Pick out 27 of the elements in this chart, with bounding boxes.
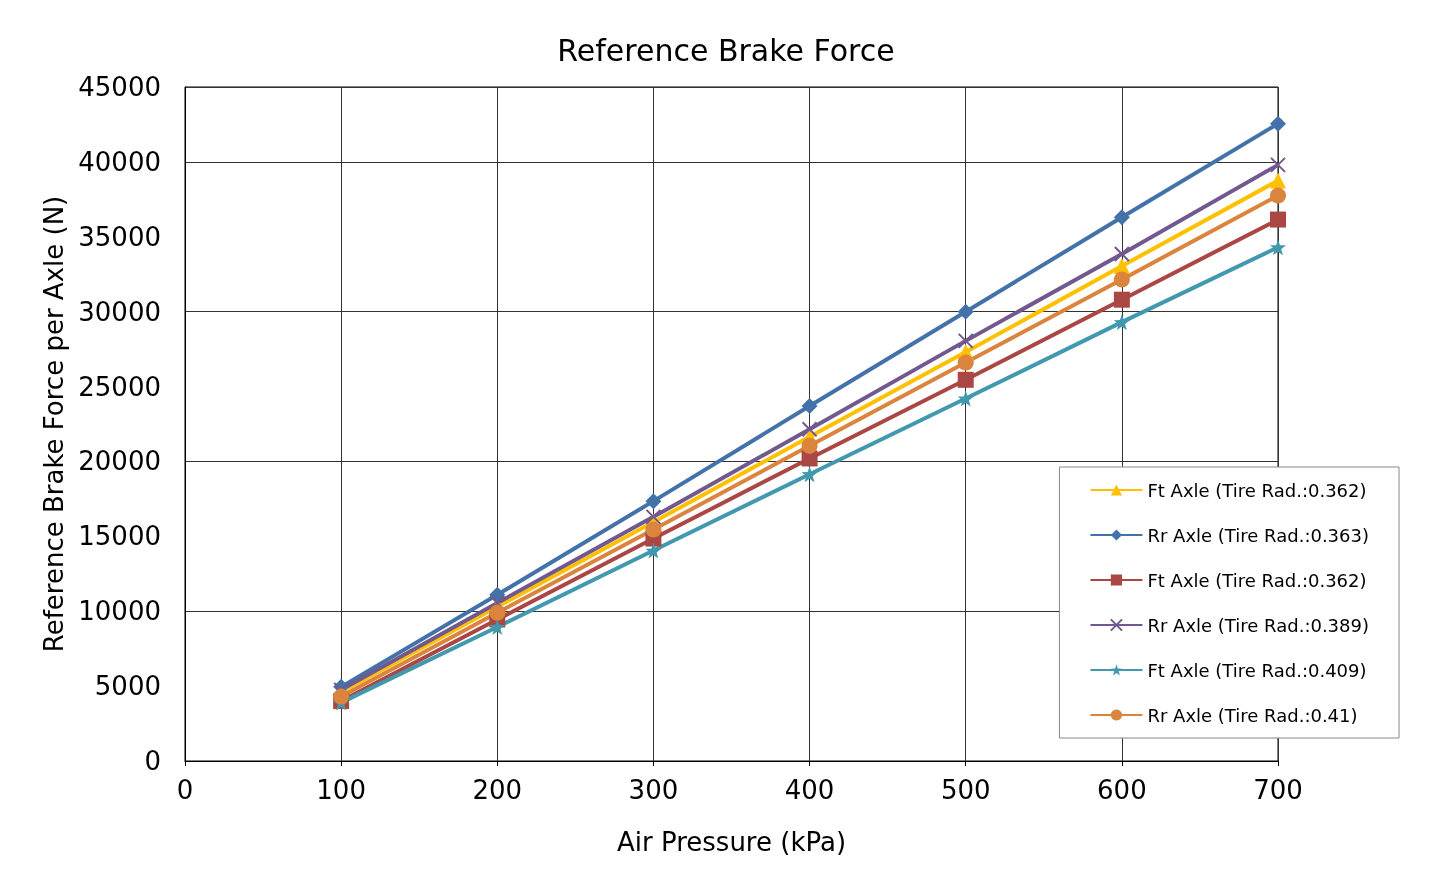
x-tick-label: 100 bbox=[316, 775, 366, 805]
x-tick-label: 400 bbox=[784, 775, 835, 805]
y-tick-label: 25000 bbox=[78, 371, 161, 402]
x-tick-label: 300 bbox=[628, 775, 679, 805]
x-axis-title: Air Pressure (kPa) bbox=[616, 827, 847, 857]
y-tick-label: 20000 bbox=[78, 446, 161, 477]
legend-label: Rr Axle (Tire Rad.:0.363) bbox=[1147, 524, 1370, 546]
y-tick-label: 30000 bbox=[78, 296, 161, 327]
x-tick-label: 500 bbox=[940, 775, 991, 805]
legend-label: Rr Axle (Tire Rad.:0.41) bbox=[1147, 704, 1358, 726]
y-tick-label: 15000 bbox=[78, 521, 161, 552]
x-tick-label: 0 bbox=[176, 775, 194, 805]
chart-title: Reference Brake Force bbox=[557, 32, 895, 68]
y-axis-title: Reference Brake Force per Axle (N) bbox=[39, 195, 70, 653]
legend-label: Rr Axle (Tire Rad.:0.389) bbox=[1147, 614, 1370, 636]
y-tick-label: 35000 bbox=[78, 221, 161, 252]
x-tick-label: 200 bbox=[472, 775, 523, 805]
y-tick-label: 10000 bbox=[78, 596, 161, 627]
y-tick-label: 0 bbox=[144, 746, 161, 776]
legend-label: Ft Axle (Tire Rad.:0.362) bbox=[1147, 479, 1367, 501]
y-tick-label: 40000 bbox=[78, 146, 161, 177]
y-tick-label: 45000 bbox=[78, 72, 161, 102]
legend-label: Ft Axle (Tire Rad.:0.362) bbox=[1147, 569, 1367, 591]
x-tick-label: 600 bbox=[1097, 775, 1147, 805]
x-tick-label: 700 bbox=[1253, 775, 1303, 805]
legend-label: Ft Axle (Tire Rad.:0.409) bbox=[1147, 659, 1367, 681]
y-tick-label: 5000 bbox=[94, 671, 161, 702]
